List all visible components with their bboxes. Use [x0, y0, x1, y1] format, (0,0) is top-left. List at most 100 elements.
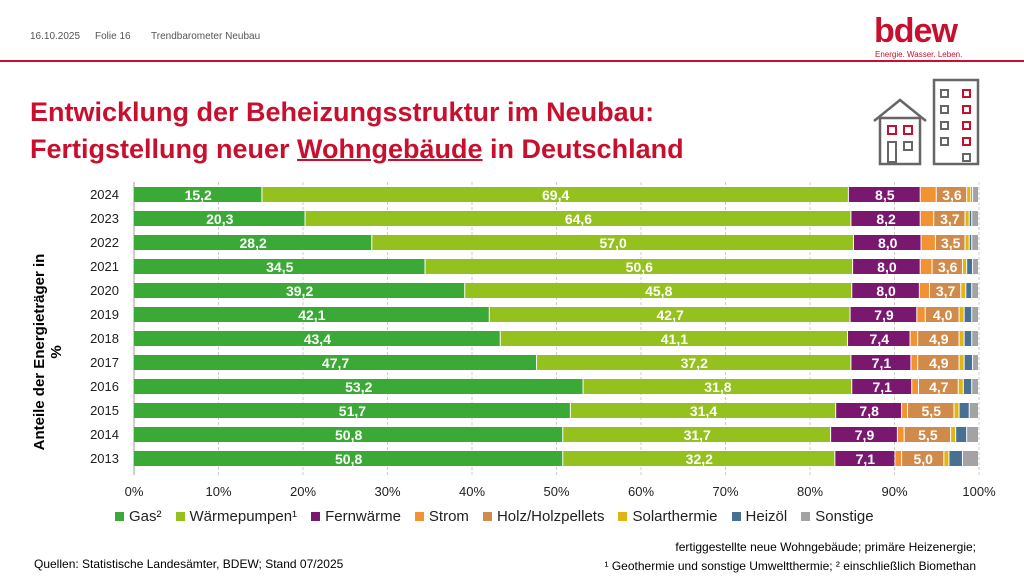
- data-label: 47,7: [322, 355, 349, 371]
- bar-segment: [897, 427, 904, 442]
- y-tick-label: 2022: [90, 235, 119, 250]
- data-label: 3,6: [938, 259, 958, 275]
- footnotes: fertiggestellte neue Wohngebäude; primär…: [605, 538, 977, 576]
- bar-segment: [134, 331, 500, 346]
- bar-segment: [425, 259, 853, 274]
- legend-item: Fernwärme: [311, 508, 401, 525]
- bar-segment: [910, 331, 918, 346]
- x-tick-label: 30%: [374, 484, 400, 499]
- legend-item: Sonstige: [801, 508, 874, 525]
- data-label: 8,2: [876, 211, 896, 227]
- legend: Gas² Wärmepumpen¹ Fernwärme Strom Holz/Holzp…: [115, 508, 874, 525]
- bar-segment: [932, 259, 962, 274]
- bar-segment: [925, 307, 959, 322]
- data-label: 8,0: [877, 259, 897, 275]
- legend-label: Heizöl: [745, 508, 788, 525]
- bar-segment: [920, 187, 936, 202]
- data-label: 7,4: [870, 331, 890, 347]
- bar-segment: [851, 355, 911, 370]
- data-label: 64,6: [565, 211, 592, 227]
- data-label: 5,5: [922, 403, 942, 419]
- y-tick-label: 2023: [90, 211, 119, 226]
- y-axis-label: Anteile der Energieträger in %: [31, 253, 65, 451]
- data-label: 57,0: [599, 235, 626, 251]
- x-tick-label: 100%: [962, 484, 996, 499]
- data-label: 43,4: [304, 331, 331, 347]
- bar-segment: [583, 379, 852, 394]
- bar-segment: [852, 379, 912, 394]
- x-tick-label: 70%: [712, 484, 738, 499]
- data-label: 7,9: [855, 427, 875, 443]
- buildings-icon: [873, 78, 980, 166]
- bar-segment: [921, 235, 935, 250]
- data-label: 51,7: [339, 403, 366, 419]
- y-tick-label: 2014: [90, 427, 119, 442]
- bar-segment: [967, 259, 973, 274]
- data-label: 15,2: [185, 187, 212, 203]
- bar-segment: [853, 235, 921, 250]
- data-label: 50,8: [335, 427, 362, 443]
- bar-segment: [959, 331, 964, 346]
- data-label: 7,1: [873, 379, 893, 395]
- bar-segment: [969, 403, 978, 418]
- data-label: 7,8: [859, 403, 879, 419]
- data-label: 4,9: [929, 331, 949, 347]
- data-label: 53,2: [345, 379, 372, 395]
- data-label: 42,1: [298, 307, 325, 323]
- legend-item: Wärmepumpen¹: [175, 508, 297, 525]
- data-label: 3,6: [942, 187, 962, 203]
- bar-segment: [959, 403, 969, 418]
- date: 16.10.2025: [30, 31, 81, 42]
- bar-segment: [134, 451, 563, 466]
- x-tick-label: 20%: [290, 484, 316, 499]
- bar-segment: [831, 427, 897, 442]
- bar-segment: [570, 403, 836, 418]
- data-label: 4,9: [929, 355, 949, 371]
- bar-segment: [964, 307, 972, 322]
- bar-segment: [959, 307, 964, 322]
- legend-swatch: [482, 512, 492, 521]
- bar-segment: [962, 451, 978, 466]
- x-tick-label: 10%: [205, 484, 231, 499]
- data-label: 28,2: [240, 235, 267, 251]
- bar-segment: [134, 187, 262, 202]
- bar-segment: [904, 427, 951, 442]
- bar-segment: [537, 355, 851, 370]
- bar-segment: [934, 211, 965, 226]
- bar-segment: [134, 379, 583, 394]
- data-label: 31,8: [704, 379, 731, 395]
- bar-segment: [563, 451, 835, 466]
- data-label: 20,3: [206, 211, 233, 227]
- bar-segment: [973, 355, 978, 370]
- bar-segment: [852, 283, 919, 298]
- legend-swatch: [175, 512, 185, 521]
- bar-segment: [305, 211, 851, 226]
- bar-segment: [134, 403, 570, 418]
- bar-segment: [965, 235, 969, 250]
- bar-segment: [961, 283, 966, 298]
- bar-segment: [134, 259, 425, 274]
- bar-segment: [836, 403, 902, 418]
- title-line-1: Entwicklung der Beheizungsstruktur im Ne…: [30, 97, 655, 127]
- header-divider: [0, 60, 1024, 62]
- bar-segment: [956, 427, 967, 442]
- data-label: 7,1: [856, 451, 876, 467]
- bar-segment: [919, 283, 929, 298]
- bar-segment: [850, 307, 917, 322]
- legend-label: Gas²: [129, 508, 162, 525]
- legend-item: Holz/Holzpellets: [482, 508, 604, 525]
- bar-segment: [835, 451, 895, 466]
- bar-segment: [500, 331, 848, 346]
- bar-segment: [964, 355, 973, 370]
- bar-segment: [912, 379, 919, 394]
- bar-segment: [969, 235, 972, 250]
- bar-segment: [969, 211, 972, 226]
- legend-swatch: [801, 512, 811, 521]
- bar-segment: [929, 283, 961, 298]
- legend-label: Fernwärme: [325, 508, 401, 525]
- legend-swatch: [311, 512, 321, 521]
- data-label: 31,4: [690, 403, 717, 419]
- bar-segment: [134, 283, 465, 298]
- data-label: 50,6: [626, 259, 653, 275]
- data-label: 37,2: [681, 355, 708, 371]
